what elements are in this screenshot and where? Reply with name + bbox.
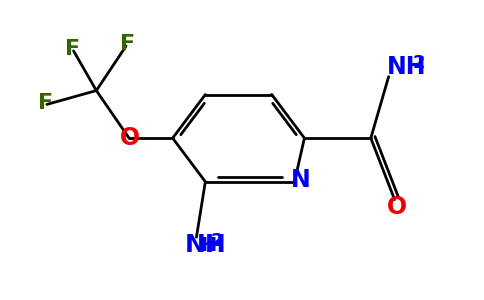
Text: NH: NH — [184, 233, 227, 257]
Text: 2: 2 — [210, 232, 223, 250]
Text: F: F — [38, 93, 53, 113]
Text: O: O — [387, 196, 407, 220]
Text: 2: 2 — [412, 54, 425, 72]
Text: H: H — [200, 236, 217, 255]
Text: NH: NH — [387, 55, 426, 79]
Text: F: F — [120, 34, 135, 54]
Text: F: F — [65, 39, 80, 59]
Text: O: O — [120, 126, 140, 150]
Text: N: N — [290, 168, 310, 192]
